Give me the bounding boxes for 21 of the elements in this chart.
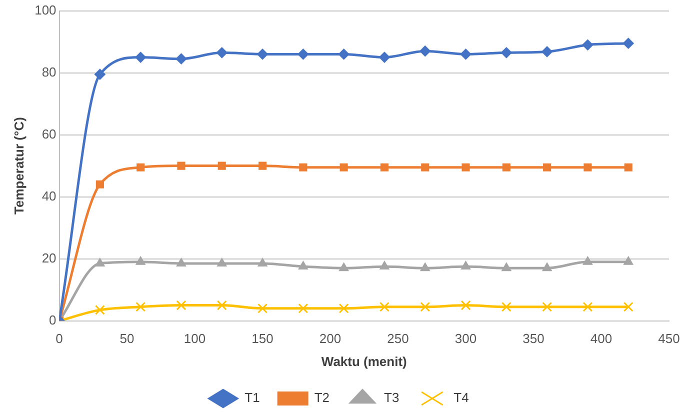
x-tick-label: 450: [658, 331, 680, 346]
legend-label: T4: [454, 390, 469, 406]
x-tick-label: 300: [454, 331, 477, 346]
x-tick-label: 200: [319, 331, 342, 346]
x-tick-label: 150: [252, 331, 274, 346]
x-axis-title: Waktu (menit): [321, 354, 407, 369]
y-axis-title: Temperatur (°C): [11, 117, 26, 215]
x-tick-label: 50: [120, 331, 134, 346]
x-tick-label: 100: [184, 331, 206, 346]
y-tick-label: 60: [42, 126, 56, 142]
x-tick-label: 350: [522, 331, 544, 346]
x-tick-label: 250: [387, 331, 409, 346]
y-tick-label: 100: [34, 2, 56, 18]
legend-label: T3: [384, 390, 400, 406]
legend-label: T2: [314, 390, 330, 406]
x-tick-label: 400: [590, 331, 612, 346]
y-tick-label: 80: [42, 64, 56, 80]
y-tick-label: 20: [42, 250, 56, 266]
y-tick-label: 0: [49, 312, 56, 328]
y-tick-label: 40: [42, 188, 56, 204]
legend-label: T1: [244, 390, 260, 406]
